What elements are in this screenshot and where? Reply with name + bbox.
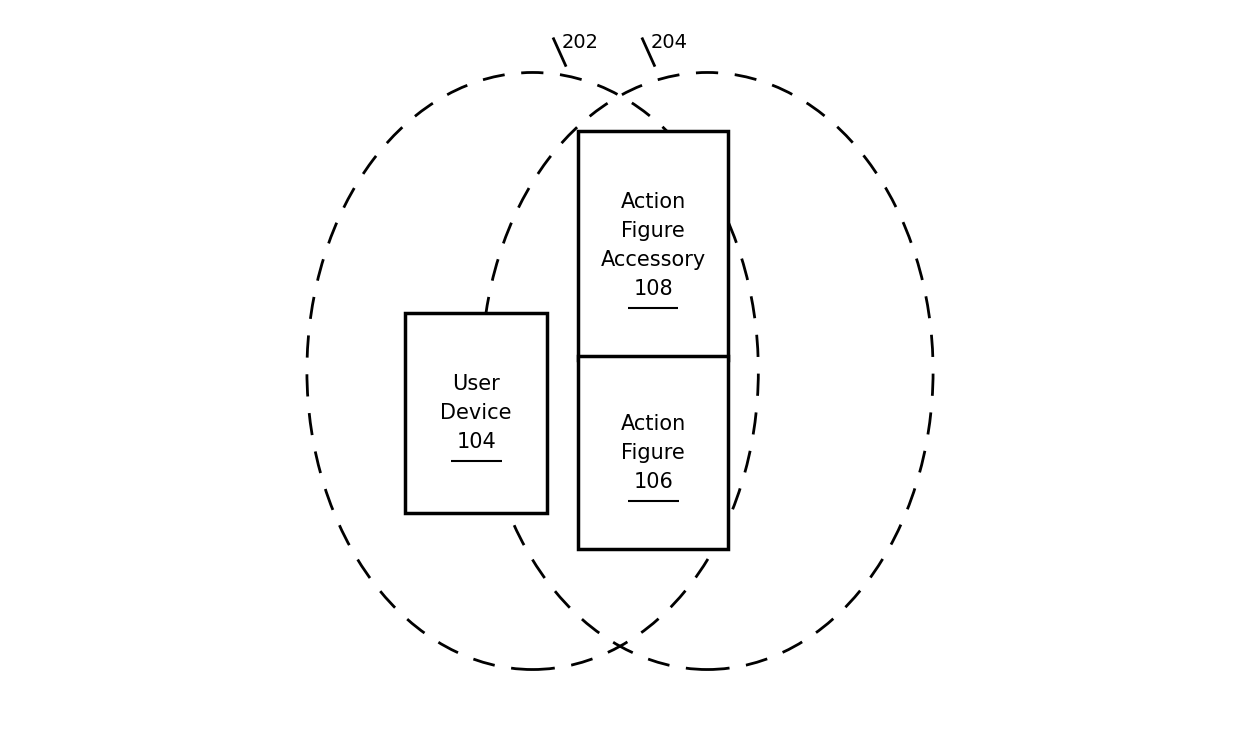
Text: Accessory: Accessory xyxy=(600,250,706,270)
Text: User: User xyxy=(453,374,500,394)
Bar xyxy=(579,131,728,360)
Bar xyxy=(579,356,728,549)
Text: 104: 104 xyxy=(456,432,496,452)
Text: Action: Action xyxy=(620,191,686,211)
Text: 106: 106 xyxy=(634,472,673,492)
Text: Action: Action xyxy=(620,414,686,434)
Text: 204: 204 xyxy=(650,33,687,52)
Text: Figure: Figure xyxy=(621,221,684,241)
Text: Figure: Figure xyxy=(621,443,684,463)
Text: 108: 108 xyxy=(634,279,673,299)
Text: 202: 202 xyxy=(562,33,599,52)
Text: Device: Device xyxy=(440,403,512,423)
Bar xyxy=(405,312,547,513)
